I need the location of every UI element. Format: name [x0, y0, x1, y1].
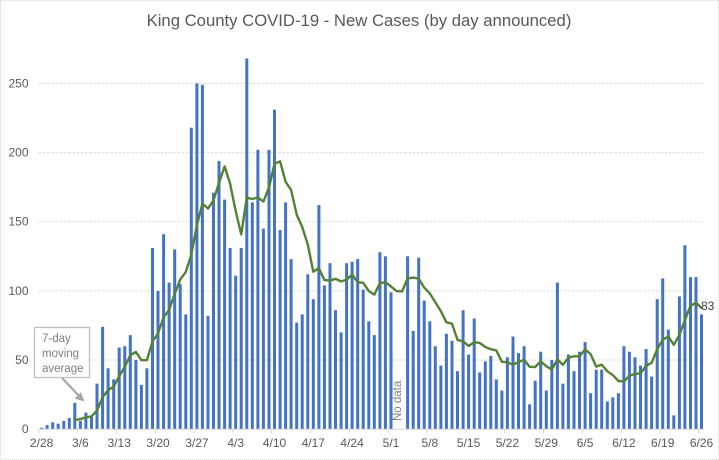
svg-text:5/22: 5/22: [496, 436, 520, 450]
svg-text:3/20: 3/20: [146, 436, 170, 450]
svg-text:4/10: 4/10: [263, 436, 287, 450]
svg-text:83: 83: [701, 299, 715, 313]
svg-text:6/12: 6/12: [612, 436, 636, 450]
svg-text:3/13: 3/13: [108, 436, 132, 450]
svg-text:250: 250: [8, 76, 28, 90]
svg-text:3/6: 3/6: [72, 436, 89, 450]
svg-text:No data: No data: [392, 380, 404, 421]
svg-text:2/28: 2/28: [30, 436, 54, 450]
svg-text:5/1: 5/1: [383, 436, 400, 450]
svg-text:50: 50: [15, 353, 29, 367]
svg-text:6/19: 6/19: [651, 436, 675, 450]
svg-text:King County COVID-19 - New Cas: King County COVID-19 - New Cases (by day…: [147, 11, 572, 30]
svg-text:moving: moving: [42, 348, 79, 360]
svg-text:200: 200: [8, 146, 28, 160]
svg-text:5/15: 5/15: [457, 436, 481, 450]
svg-text:4/24: 4/24: [340, 436, 364, 450]
svg-text:6/26: 6/26: [690, 436, 714, 450]
svg-text:average: average: [42, 363, 84, 375]
svg-text:6/5: 6/5: [577, 436, 594, 450]
svg-text:5/8: 5/8: [421, 436, 438, 450]
svg-text:5/29: 5/29: [535, 436, 559, 450]
svg-text:3/27: 3/27: [185, 436, 209, 450]
svg-text:150: 150: [8, 215, 28, 229]
svg-text:7-day: 7-day: [42, 333, 71, 345]
svg-text:4/3: 4/3: [227, 436, 244, 450]
svg-text:100: 100: [8, 284, 28, 298]
svg-text:0: 0: [22, 422, 29, 436]
svg-text:4/17: 4/17: [302, 436, 326, 450]
